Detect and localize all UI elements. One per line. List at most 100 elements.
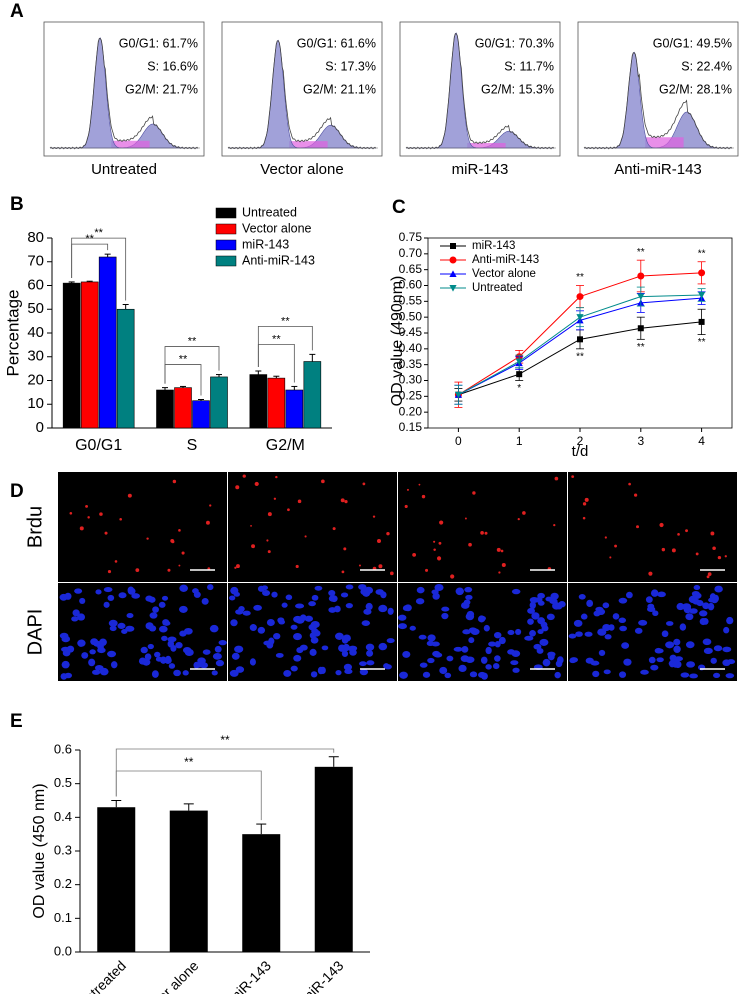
- y-tick-label: 0.50: [399, 309, 423, 323]
- row-label: Brdu: [24, 506, 46, 548]
- dapi-nucleus: [618, 597, 628, 604]
- dapi-nucleus: [485, 664, 492, 670]
- bar: [169, 810, 208, 952]
- dapi-nucleus: [59, 632, 69, 639]
- brdu-nucleus: [406, 488, 409, 491]
- dapi-nucleus: [441, 612, 449, 620]
- dapi-nucleus: [380, 591, 387, 599]
- legend-swatch: [215, 223, 237, 235]
- panel-label: C: [392, 197, 406, 218]
- dapi-nucleus: [92, 669, 101, 675]
- dapi-nucleus: [110, 661, 118, 669]
- dapi-nucleus: [402, 605, 410, 612]
- dapi-nucleus: [460, 655, 470, 662]
- dapi-nucleus: [529, 630, 536, 637]
- marker: [637, 293, 645, 301]
- y-tick-label: 70: [27, 253, 44, 270]
- error-bar: [122, 304, 129, 310]
- s-phase: [289, 141, 328, 148]
- dapi-nucleus: [127, 587, 136, 595]
- brdu-nucleus: [707, 572, 712, 577]
- dapi-nucleus: [402, 651, 411, 658]
- dapi-nucleus: [310, 636, 319, 644]
- dapi-nucleus: [710, 596, 719, 604]
- significance-label: **: [85, 233, 94, 245]
- brdu-nucleus: [114, 560, 118, 563]
- dapi-nucleus: [665, 621, 674, 626]
- brdu-nucleus: [433, 548, 436, 551]
- brdu-nucleus: [343, 547, 347, 551]
- x-axis-label: t/d: [572, 443, 589, 460]
- dapi-nucleus: [344, 668, 353, 675]
- dapi-nucleus: [74, 588, 83, 594]
- error-bar: [256, 823, 267, 835]
- brdu-nucleus: [235, 485, 240, 490]
- error-bar: [216, 374, 222, 377]
- brdu-nucleus: [127, 493, 132, 498]
- phase-stat: S: 22.4%: [681, 59, 732, 73]
- dapi-nucleus: [81, 652, 89, 659]
- panel-label: A: [10, 1, 24, 22]
- dapi-nucleus: [669, 654, 677, 662]
- brdu-nucleus: [104, 531, 108, 535]
- dapi-nucleus: [285, 594, 293, 600]
- dapi-nucleus: [458, 664, 467, 673]
- dapi-nucleus: [366, 650, 374, 657]
- dapi-nucleus: [89, 649, 96, 655]
- brdu-nucleus: [266, 539, 269, 542]
- histogram-title: miR-143: [452, 161, 509, 178]
- dapi-nucleus: [155, 656, 163, 662]
- brdu-nucleus: [724, 555, 727, 558]
- brdu-nucleus: [571, 475, 575, 479]
- dapi-nucleus: [257, 626, 266, 634]
- dapi-nucleus: [278, 619, 285, 625]
- dapi-nucleus: [343, 663, 352, 671]
- dapi-nucleus: [584, 631, 593, 637]
- significance-label: **: [188, 335, 197, 347]
- dapi-nucleus: [465, 612, 475, 621]
- dapi-nucleus: [550, 592, 559, 600]
- dapi-nucleus: [179, 605, 188, 613]
- dapi-nucleus: [64, 672, 72, 679]
- dapi-nucleus: [545, 596, 553, 602]
- dapi-nucleus: [507, 629, 515, 636]
- dapi-nucleus: [290, 665, 298, 672]
- brdu-nucleus: [172, 479, 177, 484]
- brdu-nucleus: [582, 516, 586, 520]
- y-tick-label: 0.5: [54, 775, 72, 790]
- dapi-nucleus: [145, 595, 153, 602]
- dapi-nucleus: [242, 610, 251, 616]
- legend-label: Untreated: [472, 282, 523, 294]
- dapi-nucleus: [650, 664, 659, 671]
- dapi-nucleus: [498, 636, 506, 645]
- brdu-nucleus: [584, 497, 589, 502]
- dapi-nucleus: [308, 623, 317, 631]
- brdu-nucleus: [87, 516, 90, 519]
- histogram-outline: [583, 52, 733, 150]
- dapi-nucleus: [689, 673, 698, 679]
- dapi-nucleus: [510, 660, 519, 666]
- dapi-nucleus: [702, 638, 712, 646]
- dapi-nucleus: [612, 613, 620, 620]
- dapi-nucleus: [378, 642, 388, 651]
- dapi-nucleus: [335, 670, 342, 676]
- phase-stat: G2/M: 21.7%: [125, 82, 198, 96]
- significance-label: **: [272, 333, 281, 345]
- dapi-nucleus: [507, 649, 516, 655]
- panel-label: E: [10, 711, 23, 732]
- brdu-nucleus: [344, 500, 348, 504]
- brdu-nucleus: [250, 525, 252, 527]
- brdu-nucleus: [340, 498, 345, 503]
- dapi-nucleus: [656, 657, 664, 663]
- brdu-nucleus: [178, 564, 181, 567]
- dapi-nucleus: [415, 598, 425, 605]
- dapi-nucleus: [164, 656, 172, 664]
- dapi-nucleus: [152, 606, 159, 613]
- brdu-nucleus: [496, 547, 501, 552]
- error-bar: [198, 399, 204, 401]
- dapi-nucleus: [661, 630, 669, 638]
- brdu-nucleus: [332, 527, 336, 531]
- dapi-nucleus: [527, 607, 536, 614]
- dapi-nucleus: [725, 673, 735, 679]
- dapi-nucleus: [290, 624, 298, 630]
